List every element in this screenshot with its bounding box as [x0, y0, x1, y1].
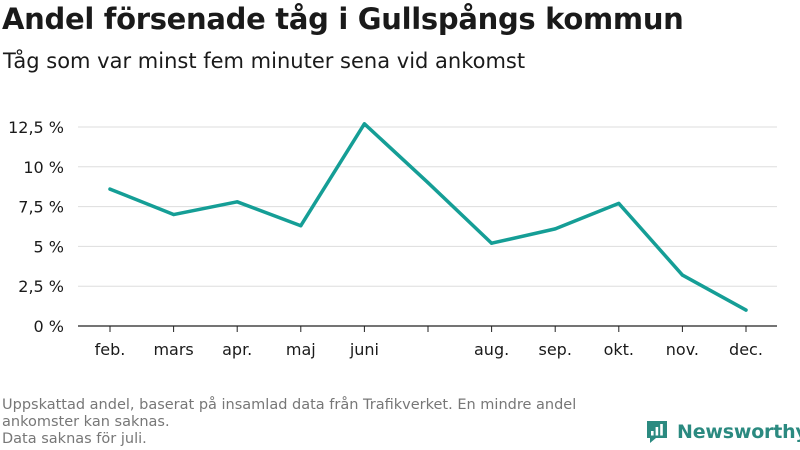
- chart-subtitle: Tåg som var minst fem minuter sena vid a…: [3, 49, 526, 73]
- series-line: [108, 122, 748, 312]
- newsworthy-logo-icon: [647, 421, 667, 443]
- data-point: [553, 227, 557, 231]
- brand-name: Newsworthy: [677, 421, 800, 443]
- brand-logo[interactable]: Newsworthy: [645, 419, 800, 445]
- y-tick-label: 0 %: [34, 317, 64, 336]
- data-point: [426, 181, 430, 185]
- data-point: [172, 212, 176, 217]
- y-tick-label: 2,5 %: [18, 277, 64, 296]
- footnote-missing-data: Data saknas för juli.: [2, 431, 147, 447]
- data-point: [680, 273, 685, 277]
- line-chart: 0 % 2,5 % 5 % 7,5 % 10 % 12,5 % feb. mars apr. m…: [8, 118, 777, 359]
- x-tick-label: apr.: [222, 340, 252, 359]
- y-tick-label: 5 %: [34, 237, 64, 256]
- data-point: [490, 241, 494, 245]
- x-tick-label: mars: [153, 340, 193, 359]
- x-tick-label: sep.: [538, 340, 571, 359]
- x-tick-label: feb.: [95, 340, 126, 359]
- y-axis-ticks: 0 % 2,5 % 5 % 7,5 % 10 % 12,5 %: [8, 118, 64, 336]
- footnote: Uppskattad andel, baserat på insamlad da…: [2, 397, 627, 448]
- series: [108, 122, 748, 312]
- data-point: [617, 201, 621, 206]
- data-point: [108, 187, 112, 191]
- y-tick-label: 10 %: [23, 158, 64, 177]
- x-tick-label: dec.: [729, 340, 763, 359]
- x-tick-label: okt.: [604, 340, 634, 359]
- x-tick-label: aug.: [474, 340, 509, 359]
- x-axis-ticks: feb. mars apr. maj juni aug. sep. okt. nov. dec.: [95, 326, 763, 359]
- x-tick-label: nov.: [666, 340, 699, 359]
- x-tick-label: juni: [349, 340, 379, 359]
- y-tick-label: 12,5 %: [8, 118, 64, 137]
- data-point: [299, 224, 303, 228]
- chart-title: Andel försenade tåg i Gullspångs kommun: [2, 2, 684, 36]
- gridlines: [78, 126, 777, 327]
- footnote-source: Uppskattad andel, baserat på insamlad da…: [2, 397, 577, 430]
- data-point: [235, 200, 239, 204]
- y-tick-label: 7,5 %: [18, 198, 64, 217]
- data-point: [744, 308, 748, 312]
- x-tick-label: maj: [286, 340, 316, 359]
- data-point: [362, 122, 366, 126]
